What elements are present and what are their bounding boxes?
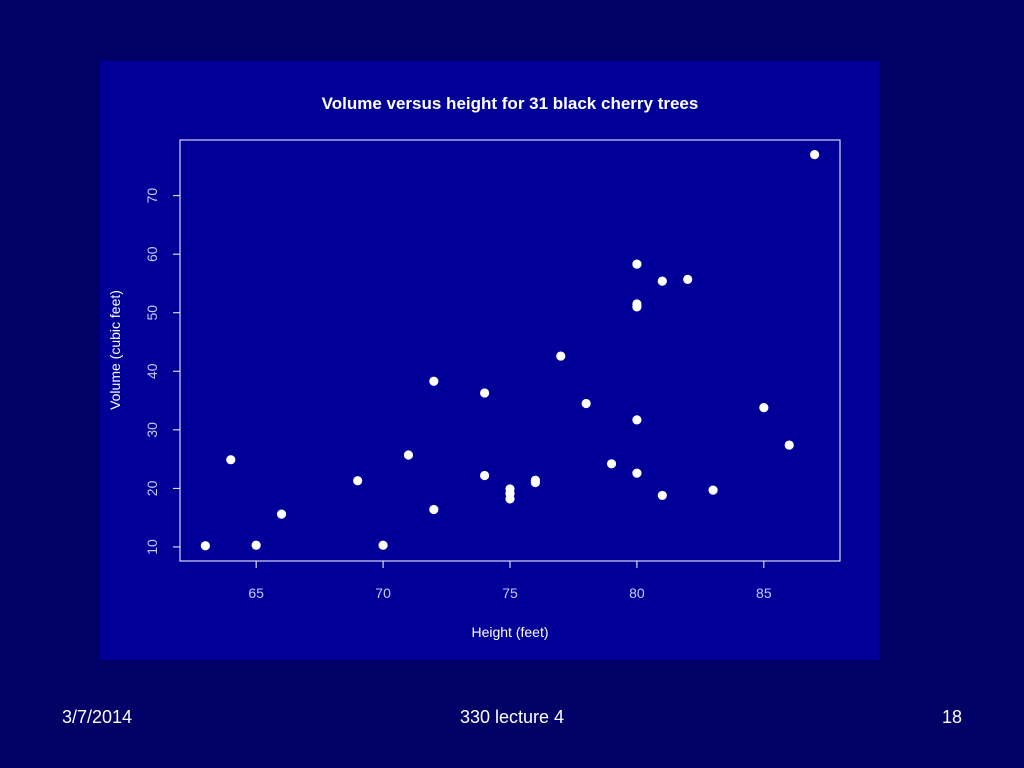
- scatter-chart: Volume versus height for 31 black cherry…: [107, 94, 841, 640]
- y-tick-label: 30: [144, 422, 160, 438]
- x-tick-label: 70: [375, 585, 391, 601]
- data-point: [759, 402, 769, 413]
- data-point: [403, 450, 414, 460]
- data-point: [683, 274, 693, 284]
- data-point: [429, 504, 439, 515]
- data-point: [606, 459, 617, 469]
- data-point: [657, 276, 667, 286]
- x-axis: 65 70 75 80 85: [248, 560, 772, 601]
- data-point: [632, 468, 642, 478]
- plot-panel: Volume versus height for 31 black cherry…: [100, 61, 880, 660]
- x-tick-label: 85: [756, 585, 772, 601]
- data-point: [581, 398, 591, 409]
- y-tick-label: 70: [144, 188, 160, 204]
- data-point: [251, 540, 261, 550]
- y-tick-label: 40: [144, 363, 160, 379]
- data-points: [200, 150, 820, 551]
- x-tick-label: 65: [248, 585, 264, 601]
- data-point: [632, 259, 642, 269]
- y-tick-label: 20: [144, 480, 160, 496]
- y-tick-label: 60: [144, 246, 160, 262]
- data-point: [480, 388, 490, 398]
- y-tick-label: 10: [144, 539, 160, 555]
- data-point: [784, 440, 794, 450]
- footer-course: 330 lecture 4: [459, 707, 565, 727]
- data-point: [353, 476, 363, 486]
- data-point: [632, 302, 642, 312]
- data-point: [708, 485, 718, 495]
- chart-title: Volume versus height for 31 black cherry…: [322, 94, 699, 113]
- data-point: [276, 509, 287, 519]
- data-point: [226, 455, 236, 465]
- data-point: [505, 489, 515, 499]
- y-axis-label: Volume (cubic feet): [107, 290, 123, 410]
- footer-page-number: 18: [941, 707, 962, 727]
- footer-date: 3/7/2014: [62, 707, 133, 727]
- y-axis: 10 20 30 40 50 60 70: [144, 188, 181, 555]
- data-point: [480, 470, 490, 481]
- data-point: [657, 490, 667, 501]
- data-point: [556, 351, 566, 361]
- data-point: [200, 541, 210, 551]
- x-tick-label: 80: [629, 585, 645, 601]
- data-point: [378, 540, 388, 550]
- data-point: [429, 376, 439, 386]
- y-tick-label: 50: [144, 305, 160, 321]
- data-point: [632, 415, 642, 425]
- data-point: [530, 475, 540, 485]
- x-axis-label: Height (feet): [471, 624, 548, 640]
- data-point: [810, 150, 820, 160]
- x-tick-label: 75: [502, 585, 518, 601]
